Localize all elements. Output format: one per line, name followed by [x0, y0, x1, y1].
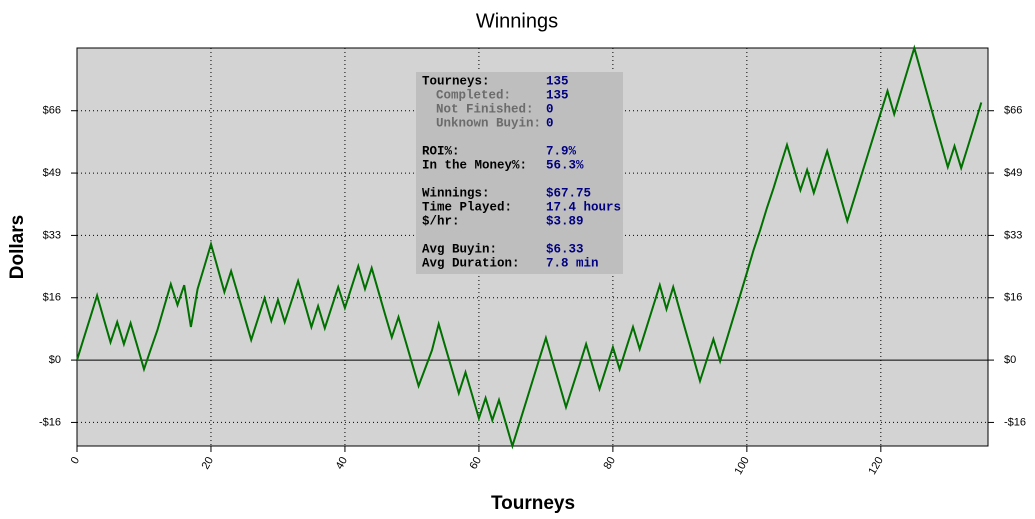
- stat-sub-label: Completed:: [436, 88, 511, 102]
- stat-sub-label: Unknown Buyin:: [436, 116, 541, 130]
- stat-label: In the Money%:: [422, 158, 527, 172]
- x-tick-label: 120: [866, 455, 886, 477]
- y-tick-label: $0: [49, 354, 61, 366]
- stat-label: ROI%:: [422, 144, 460, 158]
- stat-label: Avg Buyin:: [422, 242, 497, 256]
- x-tick-label: 0: [69, 455, 82, 466]
- y-tick-label-right: $16: [1004, 292, 1022, 304]
- stat-value: 0: [546, 116, 554, 130]
- y-tick-label: $16: [43, 292, 61, 304]
- stat-label: Avg Duration:: [422, 256, 520, 270]
- series-line: [76, 44, 983, 450]
- stat-value: 17.4 hours: [546, 200, 621, 214]
- stat-label: Time Played:: [422, 200, 512, 214]
- stat-sub-label: Not Finished:: [436, 102, 534, 116]
- x-axis-label: Tourneys: [491, 493, 575, 514]
- y-tick-label-right: $66: [1004, 105, 1022, 117]
- stat-label: Tourneys:: [422, 74, 490, 88]
- stat-value: 135: [546, 88, 569, 102]
- stat-value: $6.33: [546, 242, 584, 256]
- stat-value: $67.75: [546, 186, 591, 200]
- stat-value: $3.89: [546, 214, 584, 228]
- y-tick-label: $66: [43, 105, 61, 117]
- x-tick-label: 80: [601, 455, 618, 472]
- stats-box: [416, 72, 623, 274]
- y-tick-label-right: $33: [1004, 229, 1022, 241]
- stat-value: 56.3%: [546, 158, 584, 172]
- x-tick-label: 40: [334, 455, 351, 472]
- chart-title: Winnings: [476, 10, 558, 32]
- stat-label: Winnings:: [422, 186, 490, 200]
- y-axis-label: Dollars: [7, 215, 28, 279]
- stat-value: 135: [546, 74, 569, 88]
- stat-value: 0: [546, 102, 554, 116]
- y-tick-label: -$16: [39, 416, 61, 428]
- x-tick-label: 100: [732, 455, 752, 477]
- y-tick-label: $33: [43, 229, 61, 241]
- stat-value: 7.9%: [546, 144, 577, 158]
- y-tick-label-right: $49: [1004, 167, 1022, 179]
- y-tick-label-right: $0: [1004, 354, 1016, 366]
- stat-value: 7.8 min: [546, 256, 599, 270]
- x-tick-label: 60: [468, 455, 485, 472]
- stat-label: $/hr:: [422, 214, 460, 228]
- y-tick-label: $49: [43, 167, 61, 179]
- x-tick-label: 20: [200, 455, 217, 472]
- y-tick-label-right: -$16: [1004, 416, 1026, 428]
